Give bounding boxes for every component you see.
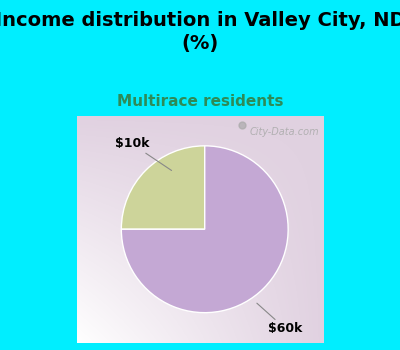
Wedge shape <box>121 146 288 313</box>
Text: Income distribution in Valley City, ND
(%): Income distribution in Valley City, ND (… <box>0 10 400 53</box>
Text: $10k: $10k <box>115 138 172 170</box>
Text: $60k: $60k <box>257 303 303 335</box>
Text: City-Data.com: City-Data.com <box>249 127 319 137</box>
Text: Multirace residents: Multirace residents <box>117 94 283 110</box>
Wedge shape <box>121 146 205 229</box>
